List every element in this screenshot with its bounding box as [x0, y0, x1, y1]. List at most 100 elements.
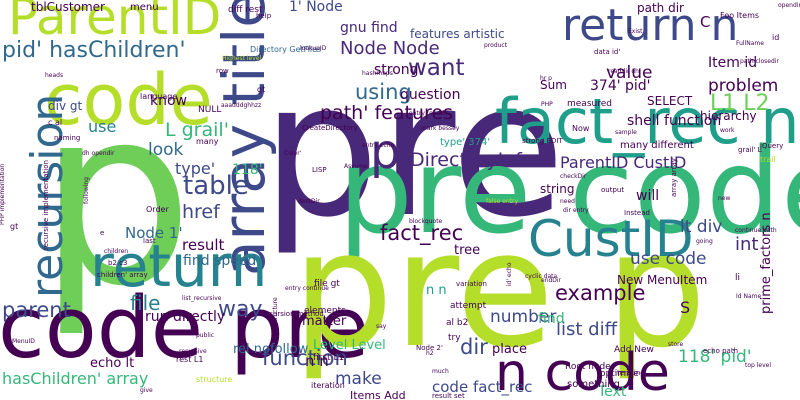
cloud-word: attempt: [450, 301, 487, 311]
cloud-word: hasChildren' array: [2, 369, 148, 388]
cloud-word: Item id: [708, 55, 757, 71]
cloud-word: div gt: [48, 99, 82, 113]
cloud-word: false entry: [486, 198, 518, 205]
cloud-word: run directly: [145, 309, 225, 325]
cloud-word: first L1: [313, 353, 344, 363]
cloud-word: readdir dh: [608, 68, 639, 75]
cloud-word: CustID: [528, 210, 694, 268]
cloud-word: code pre: [0, 279, 369, 378]
cloud-word: Foo Items: [720, 11, 759, 20]
cloud-word: grail' L: [738, 146, 762, 154]
cloud-word: following: [83, 177, 90, 204]
cloud-word: use: [88, 117, 116, 136]
cloud-word: sample: [615, 129, 637, 136]
cloud-word: rel nofollow: [233, 342, 309, 357]
cloud-word: int: [735, 234, 758, 255]
cloud-word: output: [601, 186, 624, 194]
cloud-word: fact_rec n: [495, 85, 800, 158]
cloud-word: place: [492, 342, 527, 357]
cloud-word: L grail': [165, 119, 229, 141]
cloud-word: structure: [196, 375, 232, 384]
cloud-word: something: [567, 379, 620, 390]
cloud-word: use code: [630, 249, 707, 269]
cloud-word: dh opendir: [82, 150, 115, 157]
cloud-word: p: [370, 124, 400, 180]
cloud-word: Root node: [565, 362, 611, 372]
cloud-word: aaadddghhzz: [221, 102, 261, 109]
cloud-word: CreateDirectory: [302, 124, 358, 132]
cloud-word: store: [668, 341, 683, 348]
cloud-word: h2: [426, 350, 434, 357]
cloud-word: gt: [10, 222, 18, 231]
cloud-word: n n: [305, 352, 329, 370]
cloud-word: going: [696, 238, 713, 245]
cloud-word: naming: [54, 134, 80, 142]
cloud-word: ParentID CustID: [560, 153, 686, 172]
cloud-word: think: [62, 351, 81, 359]
cloud-word: dir: [460, 335, 488, 359]
cloud-word: array array: [670, 158, 678, 197]
cloud-word: 374' pid': [590, 78, 651, 94]
cloud-word: echo path: [703, 347, 738, 355]
cloud-word: return: [90, 232, 267, 300]
cloud-word: n code: [495, 343, 670, 400]
cloud-word: say: [376, 323, 387, 330]
cloud-word: example: [555, 281, 645, 305]
cloud-word: Items Add: [350, 389, 406, 400]
cloud-word: want: [408, 55, 465, 81]
cloud-word: echo lt: [90, 356, 134, 371]
cloud-word: recursive: [179, 348, 207, 355]
cloud-word: n n: [426, 283, 447, 298]
cloud-word: features artistic: [410, 27, 505, 41]
cloud-word: string: [540, 182, 574, 196]
cloud-word: gt: [257, 85, 265, 94]
cloud-word: Instead: [624, 209, 650, 217]
cloud-word: much: [432, 368, 449, 375]
cloud-word: Node 1': [125, 224, 183, 242]
cloud-word: ParentID: [8, 0, 221, 46]
cloud-word: optimize: [600, 369, 639, 379]
cloud-word: question: [400, 87, 460, 103]
cloud-word: iteration: [311, 381, 345, 390]
cloud-word: pid' hasChildren': [2, 38, 186, 63]
cloud-word: return n: [562, 0, 738, 51]
cloud-word: elements: [304, 306, 346, 316]
cloud-word: many: [196, 137, 219, 146]
cloud-word: heads: [45, 72, 63, 79]
cloud-word: recursion: [22, 94, 73, 298]
cloud-word: pre: [262, 42, 565, 258]
cloud-word: need: [560, 198, 575, 205]
cloud-word: p: [38, 55, 194, 340]
cloud-word: language: [140, 92, 177, 101]
cloud-word: help: [256, 12, 272, 20]
cloud-word: Node 2': [416, 344, 443, 352]
cloud-word: DirectoryInfo: [410, 149, 534, 171]
cloud-word: strong EDIT: [522, 137, 563, 145]
cloud-word: tblCustomer: [31, 0, 105, 14]
cloud-word: code fact_rec: [432, 378, 532, 397]
cloud-word: FullName: [736, 40, 764, 47]
cloud-word: b2 c3: [108, 259, 127, 267]
cloud-word: file gt: [314, 279, 340, 289]
cloud-word: c al: [48, 118, 62, 127]
cloud-word: SELECT: [647, 94, 693, 108]
cloud-word: trail: [760, 155, 776, 164]
cloud-word: New MenuItem: [617, 273, 707, 287]
cloud-word: PHP implementation: [0, 164, 6, 225]
cloud-word: destDir: [298, 198, 320, 205]
cloud-word: NULL: [198, 105, 221, 115]
cloud-word: id: [772, 33, 779, 42]
cloud-word: function: [262, 346, 348, 370]
cloud-word: result: [182, 236, 225, 254]
cloud-word: mark bessey: [421, 125, 460, 132]
cloud-word: S: [680, 298, 690, 317]
cloud-word: using: [355, 80, 412, 104]
cloud-word: work: [720, 127, 735, 134]
cloud-word: recursive implementation: [42, 160, 50, 250]
cloud-word: variation: [456, 280, 487, 288]
cloud-word: entry continue: [285, 285, 329, 292]
cloud-word: Text: [597, 384, 627, 400]
cloud-word: prime_factors n: [759, 212, 774, 314]
cloud-word: last: [143, 237, 156, 245]
